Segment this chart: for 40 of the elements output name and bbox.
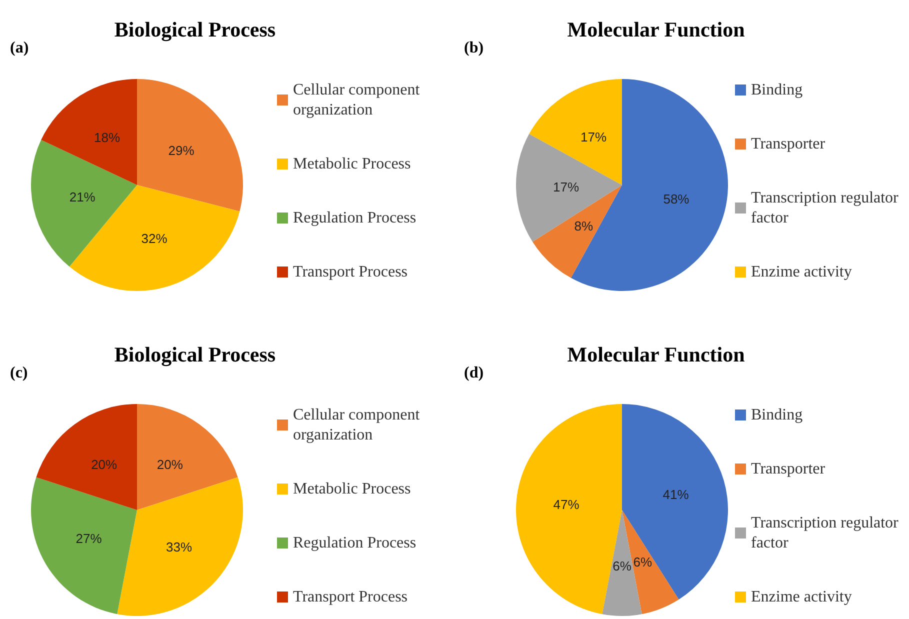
data-label: 6% [612, 558, 632, 574]
data-label: 20% [156, 457, 184, 472]
legend-label: Binding [751, 82, 803, 98]
chart-title: Molecular Function [567, 342, 746, 366]
chart-title: Molecular Function [567, 18, 746, 42]
data-label: 6% [633, 554, 652, 570]
data-label: 33% [166, 540, 192, 555]
legend-label: Cellular component organization [293, 82, 424, 118]
data-label: 32% [141, 230, 168, 246]
data-label: 8% [574, 218, 594, 234]
legend-label: Transport Process [293, 264, 408, 280]
legend-label: Transport Process [293, 588, 408, 606]
data-label: 17% [553, 179, 580, 194]
legend-label: Enzime activity [751, 264, 852, 280]
data-label: 27% [76, 531, 102, 546]
legend-label: Transporter [751, 136, 826, 152]
data-label: 18% [94, 130, 120, 146]
data-label: 17% [580, 129, 607, 144]
data-label: 29% [168, 143, 195, 158]
text: (d) [464, 364, 484, 382]
data-label: 41% [662, 486, 690, 502]
legend-label: Binding [751, 406, 803, 424]
legend-label: Regulation Process [293, 534, 416, 552]
text: (c) [10, 364, 28, 382]
text: (a) [10, 40, 29, 56]
data-label: 58% [663, 191, 690, 206]
legend-label: Enzime activity [751, 588, 852, 606]
legend-label: Cellular component organization [293, 406, 424, 444]
legend-label: Transcription regulator factor [751, 514, 902, 552]
data-label: 20% [91, 457, 118, 472]
legend-label: Metabolic Process [293, 156, 411, 172]
data-label: 47% [553, 497, 580, 512]
chart-title: Biological Process [114, 342, 276, 366]
legend-label: Metabolic Process [293, 480, 411, 498]
legend-label: Transporter [751, 460, 826, 478]
legend-label: Regulation Process [293, 210, 416, 226]
legend-label: Transcription regulator factor [751, 190, 902, 226]
text: (b) [464, 40, 484, 56]
chart-title: Biological Process [114, 18, 276, 42]
data-label: 21% [69, 190, 96, 205]
